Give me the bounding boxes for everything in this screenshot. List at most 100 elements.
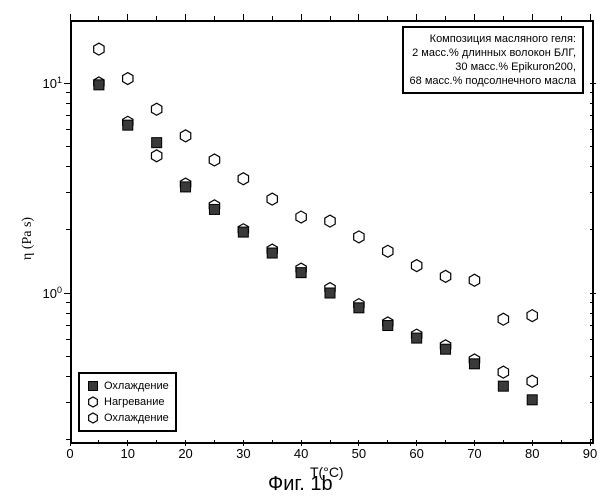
info-line: 68 масс.% подсолнечного масла — [410, 74, 576, 88]
data-point — [325, 215, 335, 227]
y-minor-tick — [66, 313, 70, 314]
y-minor-tick — [66, 356, 70, 357]
x-tick-label: 20 — [178, 446, 192, 461]
info-line: 2 масс.% длинных волокон БЛГ, — [410, 46, 576, 60]
y-minor-tick — [66, 229, 70, 230]
data-point — [152, 138, 162, 148]
y-minor-tick — [66, 92, 70, 93]
y-minor-tick — [590, 325, 594, 326]
legend-item-label: Охлаждение — [104, 378, 169, 394]
x-minor-tick — [272, 440, 273, 444]
legend-marker — [86, 379, 100, 393]
data-point — [411, 260, 421, 272]
x-tick — [590, 14, 591, 20]
y-minor-tick — [66, 166, 70, 167]
legend-marker — [86, 411, 100, 425]
data-point — [151, 150, 161, 162]
info-line: 30 масс.% Epikuron200, — [410, 60, 576, 74]
x-tick — [70, 14, 71, 20]
x-minor-tick — [156, 440, 157, 444]
y-minor-tick — [590, 439, 594, 440]
y-tick-label: 100 — [43, 285, 62, 301]
data-point — [296, 268, 306, 278]
data-point — [209, 154, 219, 166]
data-point — [123, 73, 133, 85]
x-minor-tick — [503, 440, 504, 444]
y-minor-tick — [590, 146, 594, 147]
info-line: Композиция масляного геля: — [410, 32, 576, 46]
x-tick-label: 10 — [121, 446, 135, 461]
legend-item: Охлаждение — [86, 378, 169, 394]
x-tick — [416, 14, 417, 20]
y-minor-tick — [590, 339, 594, 340]
data-point — [238, 227, 248, 237]
data-point — [498, 313, 508, 325]
data-point — [209, 204, 219, 214]
data-point — [238, 173, 248, 185]
data-point — [94, 43, 104, 55]
y-minor-tick — [66, 115, 70, 116]
figure-container: 0102030405060708090 100101 T(°C) η (Pa s… — [0, 0, 616, 500]
y-minor-tick — [590, 166, 594, 167]
y-minor-tick — [590, 356, 594, 357]
data-point — [181, 182, 191, 192]
y-minor-tick — [66, 302, 70, 303]
x-minor-tick — [445, 440, 446, 444]
x-tick — [532, 14, 533, 20]
data-point — [123, 120, 133, 130]
data-point — [527, 375, 537, 387]
y-axis-label: η (Pa s) — [20, 217, 36, 260]
x-tick — [474, 14, 475, 20]
y-minor-tick — [66, 146, 70, 147]
data-point — [498, 366, 508, 378]
data-point — [412, 333, 422, 343]
y-minor-tick — [66, 129, 70, 130]
y-minor-tick — [590, 402, 594, 403]
y-minor-tick — [590, 129, 594, 130]
legend-item: Нагревание — [86, 394, 169, 410]
y-tick — [590, 83, 596, 84]
data-point — [527, 310, 537, 322]
data-point — [94, 80, 104, 90]
data-point — [441, 344, 451, 354]
x-minor-tick — [445, 16, 446, 20]
data-point — [469, 359, 479, 369]
x-minor-tick — [387, 440, 388, 444]
y-minor-tick — [590, 376, 594, 377]
x-tick-label: 0 — [66, 446, 73, 461]
x-tick-label: 60 — [409, 446, 423, 461]
y-minor-tick — [590, 302, 594, 303]
y-minor-tick — [66, 339, 70, 340]
data-point — [498, 381, 508, 391]
data-point — [527, 395, 537, 405]
x-tick-label: 80 — [525, 446, 539, 461]
x-tick-label: 30 — [236, 446, 250, 461]
data-point — [383, 321, 393, 331]
y-minor-tick — [590, 115, 594, 116]
x-minor-tick — [98, 16, 99, 20]
x-minor-tick — [272, 16, 273, 20]
y-minor-tick — [66, 325, 70, 326]
x-tick-label: 70 — [467, 446, 481, 461]
data-point — [354, 231, 364, 243]
y-tick — [64, 293, 70, 294]
data-point — [383, 245, 393, 257]
x-minor-tick — [387, 16, 388, 20]
x-minor-tick — [503, 16, 504, 20]
x-tick — [358, 14, 359, 20]
data-point — [180, 130, 190, 142]
x-minor-tick — [98, 440, 99, 444]
legend: ОхлаждениеНагреваниеОхлаждение — [78, 372, 177, 432]
y-minor-tick — [66, 402, 70, 403]
x-tick-label: 90 — [583, 446, 597, 461]
data-point — [151, 103, 161, 115]
y-minor-tick — [66, 192, 70, 193]
x-tick — [301, 14, 302, 20]
legend-marker — [86, 395, 100, 409]
data-point — [267, 248, 277, 258]
y-minor-tick — [66, 376, 70, 377]
y-minor-tick — [590, 192, 594, 193]
x-minor-tick — [156, 16, 157, 20]
x-tick — [243, 14, 244, 20]
legend-item-label: Охлаждение — [104, 410, 169, 426]
